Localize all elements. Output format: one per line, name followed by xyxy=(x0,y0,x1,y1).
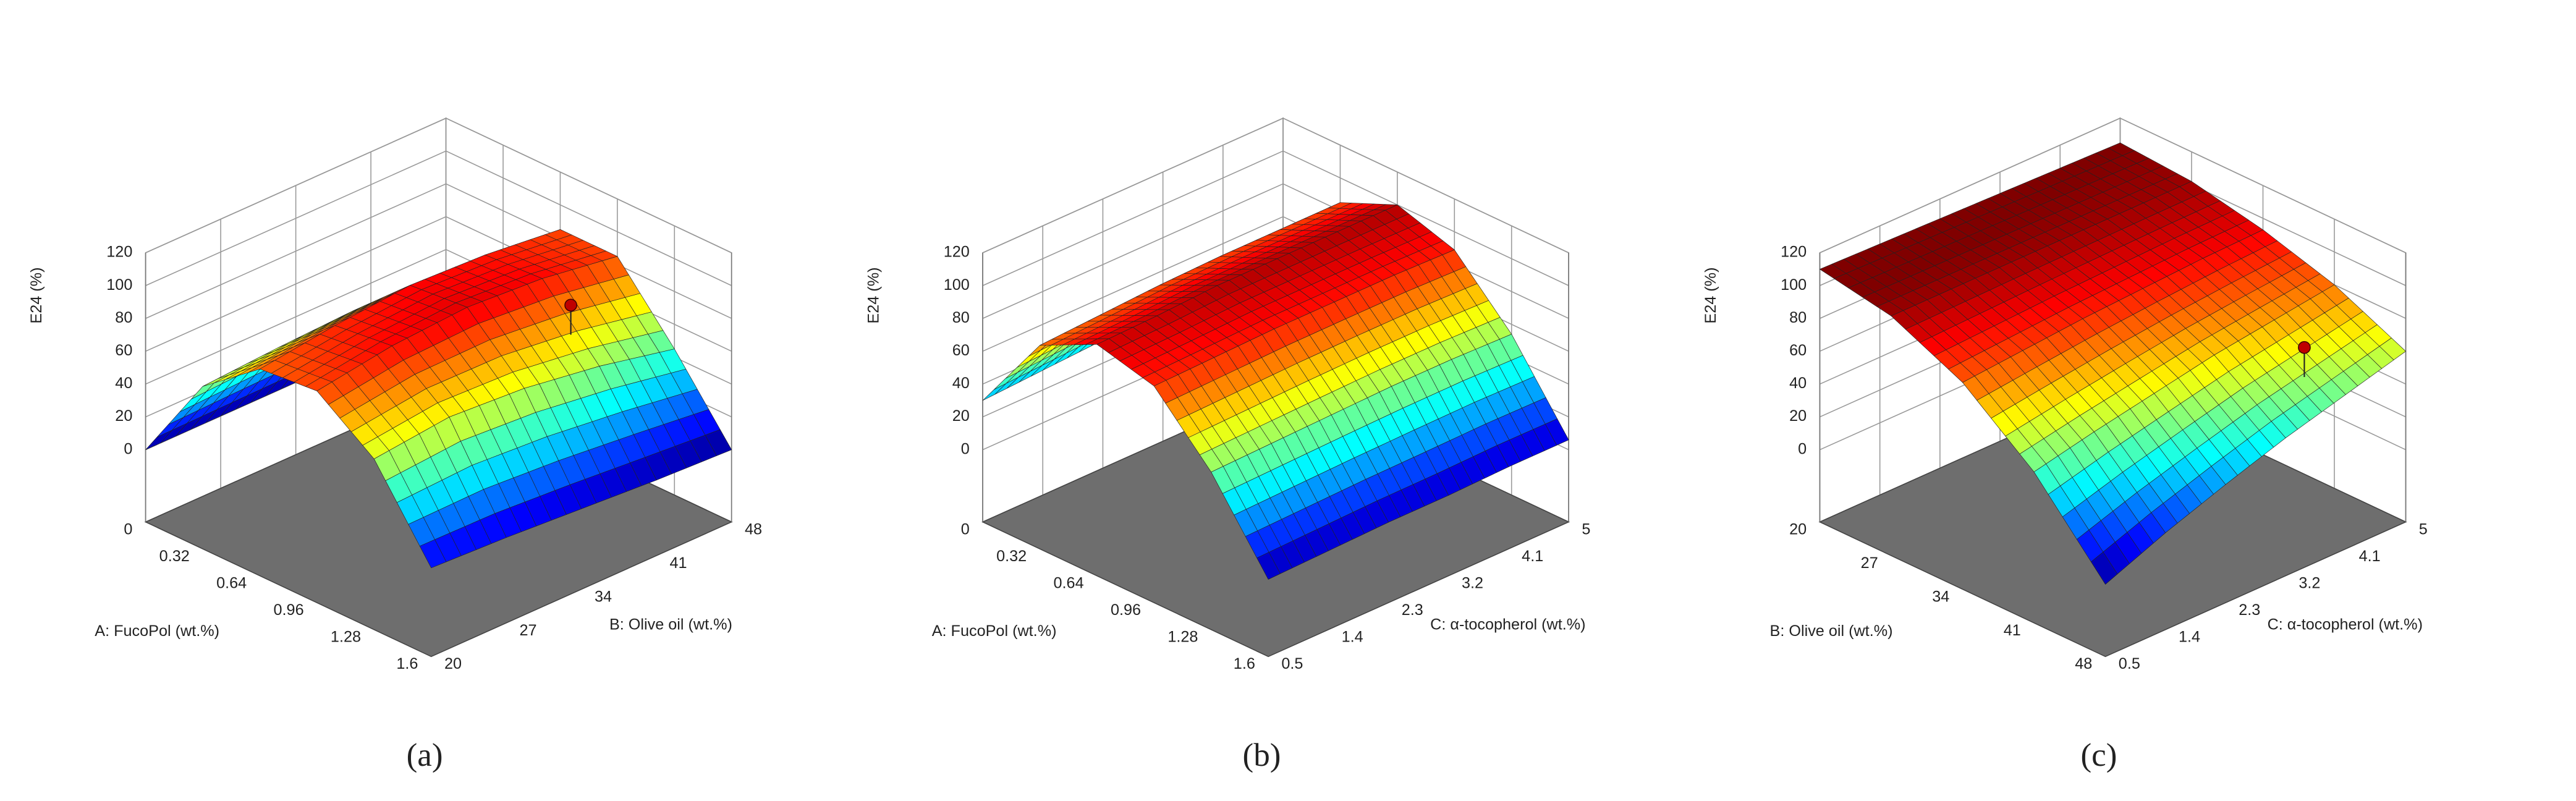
y-tick-label: 34 xyxy=(595,588,612,605)
z-tick-label: 0 xyxy=(1798,440,1807,457)
surface-cell xyxy=(2091,551,2118,585)
x-tick-label: 0.64 xyxy=(1054,575,1084,592)
z-tick-label: 0 xyxy=(124,440,132,457)
z-tick-label: 100 xyxy=(1781,276,1807,294)
y-axis-title: C: α-tocopherol (wt.%) xyxy=(2268,616,2423,633)
y-axis-title: C: α-tocopherol (wt.%) xyxy=(1430,616,1585,633)
y-tick-label: 1.4 xyxy=(1342,629,1363,646)
x-tick-label: 1.6 xyxy=(396,655,418,672)
z-axis-title: E24 (%) xyxy=(28,267,45,323)
x-tick-label: 27 xyxy=(1861,554,1878,572)
y-tick-label: 4.1 xyxy=(1522,548,1543,565)
y-tick-label: 5 xyxy=(2419,520,2428,538)
x-tick-label: 0.96 xyxy=(274,601,304,619)
y-tick-label: 1.4 xyxy=(2179,629,2200,646)
x-tick-label: 0 xyxy=(124,520,132,538)
z-tick-label: 20 xyxy=(115,407,132,425)
grid-line xyxy=(1282,117,1569,253)
grid-line xyxy=(982,150,1284,286)
design-point xyxy=(2298,341,2311,354)
z-tick-label: 40 xyxy=(115,375,132,392)
x-tick-label: 1.6 xyxy=(1234,655,1255,672)
x-axis-title: B: Olive oil (wt.%) xyxy=(1770,622,1893,640)
surface-cell xyxy=(1256,552,1281,580)
surface-cell xyxy=(419,539,447,569)
y-tick-label: 3.2 xyxy=(2298,575,2320,592)
x-tick-label: 41 xyxy=(2004,622,2021,639)
grid-line xyxy=(1820,117,2121,253)
grid-line xyxy=(1282,150,1569,286)
x-tick-label: 20 xyxy=(1789,520,1807,538)
y-tick-label: 4.1 xyxy=(2359,548,2381,565)
y-tick-label: 41 xyxy=(669,554,687,572)
z-tick-label: 120 xyxy=(106,244,132,261)
z-axis-title: E24 (%) xyxy=(865,267,882,323)
x-tick-label: 1.28 xyxy=(1167,629,1198,646)
grid-line xyxy=(982,117,1284,253)
x-tick-label: 1.28 xyxy=(331,629,361,646)
y-tick-label: 2.3 xyxy=(1402,601,1423,619)
z-tick-label: 120 xyxy=(944,244,970,261)
z-tick-label: 40 xyxy=(952,375,970,392)
x-tick-label: 0.96 xyxy=(1111,601,1141,619)
grid-line xyxy=(446,150,732,286)
z-tick-label: 80 xyxy=(1789,309,1807,326)
x-tick-label: 48 xyxy=(2075,655,2092,672)
y-tick-label: 5 xyxy=(1582,520,1590,538)
grid-line xyxy=(446,117,732,253)
design-point xyxy=(564,299,577,312)
y-tick-label: 20 xyxy=(444,655,462,672)
z-tick-label: 80 xyxy=(952,309,970,326)
y-tick-label: 27 xyxy=(519,622,536,639)
y-tick-label: 2.3 xyxy=(2239,601,2260,619)
grid-line xyxy=(982,216,1284,352)
z-tick-label: 80 xyxy=(115,309,132,326)
z-tick-label: 60 xyxy=(1789,342,1807,359)
z-tick-label: 100 xyxy=(944,276,970,294)
panel: 0 20 40 60 80 100 120 20 27 34 41 48 0.5 1.4 2.3 3.2 4.1… xyxy=(1702,117,2428,773)
y-tick-label: 0.5 xyxy=(1281,655,1303,672)
x-tick-label: 0.64 xyxy=(216,575,247,592)
x-tick-label: 0.32 xyxy=(159,548,190,565)
z-tick-label: 100 xyxy=(106,276,132,294)
y-tick-label: 0.5 xyxy=(2119,655,2140,672)
x-axis-title: A: FucoPol (wt.%) xyxy=(932,622,1057,640)
z-tick-label: 20 xyxy=(1789,407,1807,425)
panel-label: (c) xyxy=(2080,737,2117,773)
z-tick-label: 60 xyxy=(115,342,132,359)
x-tick-label: 34 xyxy=(1932,588,1949,605)
z-tick-label: 40 xyxy=(1789,375,1807,392)
z-tick-label: 0 xyxy=(961,440,970,457)
z-tick-label: 20 xyxy=(952,407,970,425)
y-tick-label: 48 xyxy=(745,520,762,538)
y-axis-title: B: Olive oil (wt.%) xyxy=(609,616,732,633)
x-axis-title: A: FucoPol (wt.%) xyxy=(95,622,219,640)
y-tick-label: 3.2 xyxy=(1462,575,1483,592)
panel-label: (a) xyxy=(407,737,443,773)
panel-label: (b) xyxy=(1243,737,1281,773)
x-tick-label: 0.32 xyxy=(996,548,1027,565)
x-tick-label: 0 xyxy=(961,520,970,538)
panel: 0 20 40 60 80 100 120 0 0.32 0.64 0.96 1.28 1.6 20 27 3… xyxy=(28,117,762,773)
grid-line xyxy=(982,183,1284,319)
z-tick-label: 60 xyxy=(952,342,970,359)
z-axis-title: E24 (%) xyxy=(1702,267,1719,323)
z-tick-label: 120 xyxy=(1781,244,1807,261)
panel: 0 20 40 60 80 100 120 0 0.32 0.64 0.96 1.28 1.6 0.5 1.… xyxy=(865,117,1590,773)
